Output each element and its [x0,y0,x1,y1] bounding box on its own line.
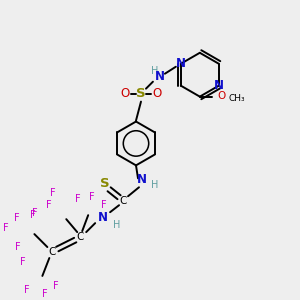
Text: F: F [3,223,8,233]
Text: F: F [32,208,37,218]
Text: CH₃: CH₃ [228,94,245,103]
Text: N: N [214,79,224,92]
Text: F: F [89,192,95,202]
Text: F: F [15,242,20,252]
Text: O: O [152,87,161,100]
Text: H: H [151,66,159,76]
Text: H: H [151,180,159,190]
Text: F: F [30,210,35,220]
Text: F: F [50,188,55,198]
Text: F: F [46,200,51,210]
Text: F: F [101,200,107,210]
Text: N: N [137,173,147,186]
Text: F: F [53,281,59,291]
Text: S: S [100,177,110,190]
Text: N: N [155,70,165,83]
Text: S: S [136,87,146,100]
Text: O: O [218,91,226,100]
Text: O: O [120,87,130,100]
Text: F: F [75,194,81,204]
Text: C: C [119,196,127,206]
Text: C: C [49,247,56,257]
Text: F: F [41,289,47,299]
Text: F: F [14,213,19,223]
Text: N: N [176,57,186,70]
Text: H: H [113,220,121,230]
Text: F: F [24,285,29,295]
Text: N: N [98,211,108,224]
Text: C: C [76,232,84,242]
Text: F: F [20,257,25,267]
